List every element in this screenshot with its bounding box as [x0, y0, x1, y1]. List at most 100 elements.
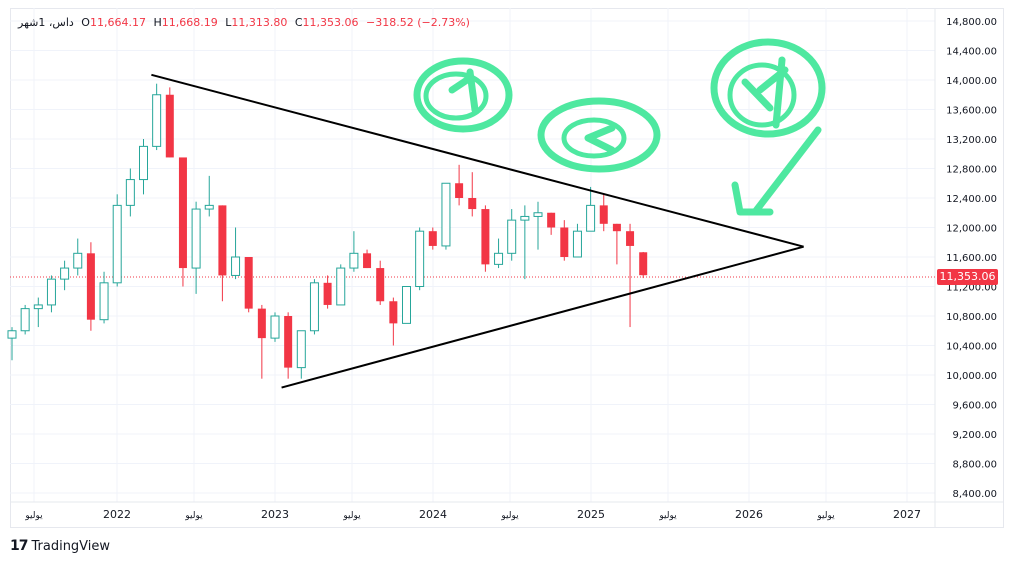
candle-up[interactable]: [441, 182, 451, 250]
candle-up[interactable]: [507, 209, 517, 261]
candle-body: [218, 205, 227, 276]
candle-body: [284, 316, 293, 368]
candle-body: [507, 219, 517, 254]
candle-up[interactable]: [296, 330, 306, 379]
candle-up[interactable]: [586, 186, 596, 232]
candle-body: [7, 330, 17, 339]
candle-down[interactable]: [455, 164, 464, 206]
candle-body: [257, 308, 266, 339]
candle-body: [191, 208, 201, 269]
candle-up[interactable]: [520, 205, 530, 280]
candle-up[interactable]: [533, 201, 543, 250]
candle-body: [533, 212, 543, 217]
candle-down[interactable]: [165, 87, 174, 158]
candle-up[interactable]: [494, 238, 504, 269]
candle-up[interactable]: [125, 168, 135, 217]
candle-down[interactable]: [363, 249, 372, 269]
close-label: C: [294, 16, 303, 29]
candle-down[interactable]: [257, 304, 266, 379]
candle-up[interactable]: [139, 139, 148, 195]
candle-down[interactable]: [612, 223, 621, 265]
candle-down[interactable]: [639, 251, 648, 279]
x-tick-label: 2024: [419, 508, 447, 521]
candle-body: [599, 205, 608, 224]
candle-body: [639, 252, 648, 276]
annotation-circle-1: [413, 57, 513, 133]
y-tick-label: 13,200.00: [946, 135, 997, 146]
candle-down[interactable]: [86, 242, 95, 331]
candle-up[interactable]: [60, 260, 70, 291]
symbol-label[interactable]: داس، 1شهر: [18, 16, 74, 29]
candle-body: [270, 315, 280, 339]
y-axis-ticks: 8,400.00 8,800.00 9,200.00 9,600.00 10,000.0…: [946, 17, 997, 500]
candle-body: [33, 304, 43, 310]
y-tick-label: 11,200.00: [946, 283, 997, 294]
trendline-upper[interactable]: [151, 73, 804, 248]
candle-body: [626, 231, 635, 246]
candle-down[interactable]: [178, 157, 187, 287]
candle-up[interactable]: [349, 231, 359, 272]
candle-down[interactable]: [218, 205, 227, 302]
candle-down[interactable]: [284, 312, 293, 379]
x-tick-label: 2026: [735, 508, 763, 521]
y-tick-label: 10,800.00: [946, 312, 997, 323]
trendline-lower[interactable]: [281, 245, 804, 389]
candle-up[interactable]: [191, 201, 201, 294]
annotation-arrow: [731, 126, 822, 216]
annotation-circle-2: [537, 97, 661, 173]
candle-up[interactable]: [46, 275, 56, 313]
candle-up[interactable]: [112, 194, 122, 287]
candle-down[interactable]: [626, 223, 635, 328]
candle-up[interactable]: [231, 227, 241, 280]
candle-down[interactable]: [244, 257, 253, 313]
candle-up[interactable]: [20, 304, 30, 335]
candle-body: [152, 94, 162, 147]
x-tick-label: 2027: [893, 508, 921, 521]
candle-up[interactable]: [415, 227, 425, 291]
candle-up[interactable]: [572, 223, 582, 258]
candle-down[interactable]: [560, 220, 569, 261]
candle-down[interactable]: [481, 205, 490, 272]
candle-up[interactable]: [309, 279, 319, 335]
y-tick-label: 8,400.00: [952, 489, 997, 500]
x-tick-label: 2022: [103, 508, 131, 521]
candle-down[interactable]: [376, 260, 385, 305]
candle-down[interactable]: [323, 275, 332, 309]
high-value: 11,668.19: [161, 16, 218, 29]
low-label: L: [225, 16, 232, 29]
candle-up[interactable]: [270, 312, 280, 342]
candle-down[interactable]: [428, 227, 437, 250]
candle-down[interactable]: [389, 297, 398, 346]
x-tick-label: 2025: [577, 508, 605, 521]
current-price-badge: 11,353.06: [937, 269, 998, 285]
candle-body: [73, 252, 83, 269]
candle-body: [441, 182, 451, 247]
candle-body: [547, 212, 556, 228]
candle-up[interactable]: [99, 271, 109, 324]
tradingview-logo[interactable]: 17 TradingView: [10, 538, 110, 554]
candle-up[interactable]: [33, 297, 43, 328]
candle-body: [86, 253, 95, 320]
candle-up[interactable]: [204, 175, 214, 217]
candle-body: [520, 215, 530, 221]
candle-up[interactable]: [73, 238, 83, 276]
candle-body: [20, 308, 30, 332]
candle-body: [455, 183, 464, 198]
candle-down[interactable]: [547, 212, 556, 235]
candle-body: [244, 257, 253, 309]
candle-up[interactable]: [402, 286, 411, 324]
candle-up[interactable]: [152, 83, 162, 151]
candle-down[interactable]: [468, 172, 477, 217]
candle-body: [46, 278, 56, 306]
x-tick-label: يوليو: [816, 511, 835, 521]
candle-up[interactable]: [336, 264, 346, 306]
candle-up[interactable]: [7, 327, 17, 361]
y-tick-label: 14,400.00: [946, 47, 997, 58]
change-value: −318.52 (−2.73%): [366, 16, 470, 29]
candle-down[interactable]: [599, 194, 608, 232]
candle-body: [402, 286, 411, 324]
y-tick-label: 9,200.00: [952, 430, 997, 441]
candle-body: [494, 252, 504, 265]
tradingview-logo-icon: 17: [10, 538, 29, 554]
